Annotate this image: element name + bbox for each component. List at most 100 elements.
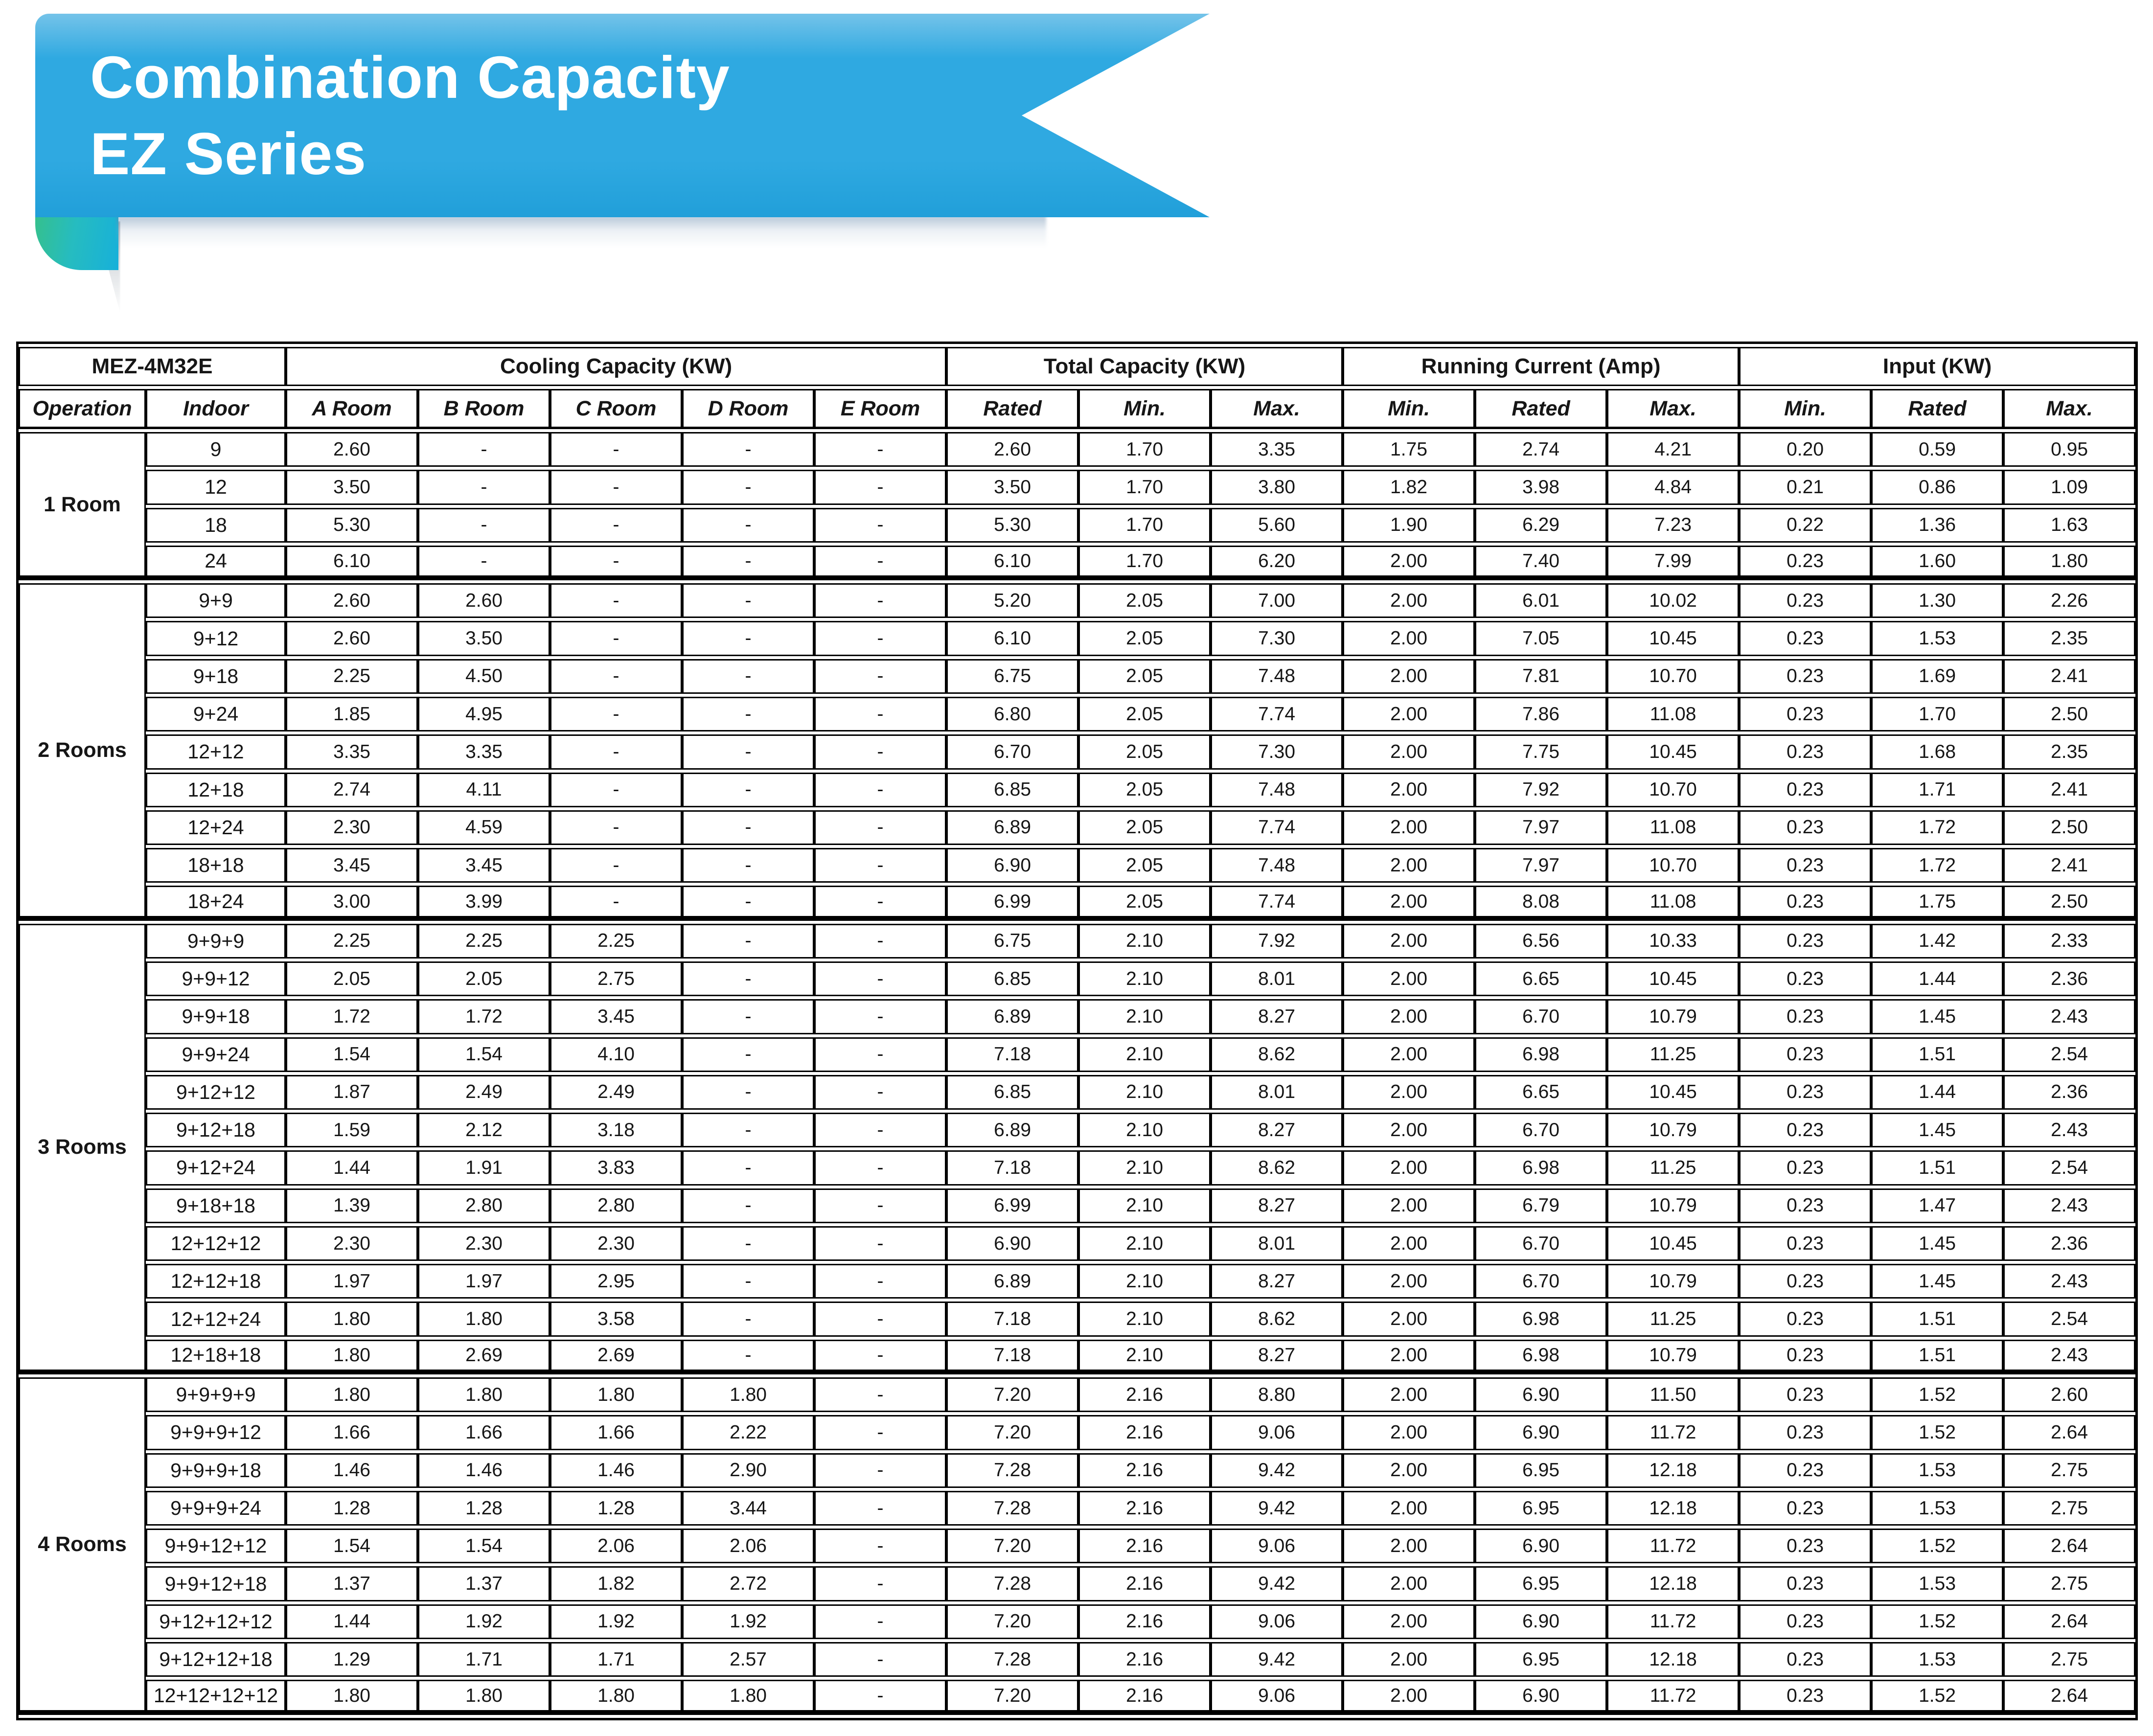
- value-cell: 1.53: [1871, 1642, 2004, 1677]
- value-cell: 8.01: [1211, 1074, 1343, 1110]
- indoor-cell: 12+24: [146, 810, 286, 845]
- value-cell: 10.79: [1607, 999, 1740, 1034]
- value-cell: 1.47: [1871, 1188, 2004, 1223]
- value-cell: 7.74: [1211, 696, 1343, 732]
- value-cell: 2.10: [1078, 1339, 1211, 1375]
- value-cell: 2.00: [1343, 659, 1475, 694]
- value-cell: 7.00: [1211, 583, 1343, 618]
- value-cell: 2.74: [1475, 432, 1607, 467]
- value-cell: 1.80: [286, 1680, 418, 1715]
- value-cell: 1.80: [550, 1377, 683, 1413]
- value-cell: 2.64: [2003, 1529, 2136, 1564]
- value-cell: 2.00: [1343, 1566, 1475, 1601]
- value-cell: -: [418, 507, 550, 543]
- value-cell: 1.45: [1871, 1226, 2004, 1261]
- value-cell: 8.01: [1211, 1226, 1343, 1261]
- value-cell: 3.35: [418, 734, 550, 770]
- table-row: 24 6.10- - - -6.10 1.70 6.20 2.00 7.40 7.99 0.23 1.…: [19, 545, 2136, 581]
- value-cell: 1.71: [550, 1642, 683, 1677]
- value-cell: 2.00: [1343, 1529, 1475, 1564]
- table-row: 9+9+9+18 1.46 1.46 1.46 2.90-7.28 2.16 9.42 2.0…: [19, 1453, 2136, 1488]
- indoor-cell: 9+12+12: [146, 1074, 286, 1110]
- value-cell: 1.54: [418, 1529, 550, 1564]
- value-cell: 9.06: [1211, 1604, 1343, 1639]
- value-cell: 6.90: [1475, 1680, 1607, 1715]
- value-cell: 1.80: [286, 1302, 418, 1337]
- value-cell: 2.06: [682, 1529, 815, 1564]
- value-cell: 3.45: [286, 848, 418, 883]
- indoor-cell: 9+9+12+18: [146, 1566, 286, 1601]
- value-cell: 1.52: [1871, 1377, 2004, 1413]
- value-cell: 6.70: [1475, 1113, 1607, 1148]
- value-cell: 7.97: [1475, 810, 1607, 845]
- value-cell: 5.20: [946, 583, 1079, 618]
- value-cell: 0.23: [1739, 1642, 1872, 1677]
- value-cell: 8.27: [1211, 1339, 1343, 1375]
- table-row: 9+9+12 2.05 2.05 2.75- -6.85 2.10 8.01 2.00 6.65…: [19, 961, 2136, 997]
- table-row: 9+9+24 1.54 1.54 4.10- -7.18 2.10 8.62 2.00 6.98…: [19, 1037, 2136, 1072]
- value-cell: 0.23: [1739, 999, 1872, 1034]
- operation-cell: 1 Room: [19, 432, 146, 581]
- value-cell: 2.10: [1078, 923, 1211, 959]
- value-cell: 2.30: [550, 1226, 683, 1261]
- table-row: 9+12+24 1.44 1.91 3.83- -7.18 2.10 8.62 2.00 6.9…: [19, 1150, 2136, 1186]
- value-cell: 2.00: [1343, 1453, 1475, 1488]
- value-cell: 8.27: [1211, 1113, 1343, 1148]
- value-cell: -: [814, 659, 947, 694]
- value-cell: 2.00: [1343, 1490, 1475, 1526]
- column-header-row: Operation Indoor A Room B Room C Room D Room E…: [19, 389, 2136, 429]
- value-cell: 2.10: [1078, 1188, 1211, 1223]
- value-cell: 1.85: [286, 696, 418, 732]
- value-cell: 2.50: [2003, 696, 2136, 732]
- value-cell: -: [418, 432, 550, 467]
- table-row: 9+18+18 1.39 2.80 2.80- -6.99 2.10 8.27 2.00 6.7…: [19, 1188, 2136, 1223]
- value-cell: 7.20: [946, 1377, 1079, 1413]
- indoor-cell: 9+9+9+24: [146, 1490, 286, 1526]
- value-cell: 2.10: [1078, 961, 1211, 997]
- table-row: 12 3.50- - - -3.50 1.70 3.80 1.82 3.98 4.84 0.21 0.…: [19, 470, 2136, 505]
- value-cell: 2.16: [1078, 1490, 1211, 1526]
- value-cell: -: [814, 583, 947, 618]
- value-cell: 2.16: [1078, 1529, 1211, 1564]
- column-header: C Room: [550, 389, 683, 429]
- page-title-line2: EZ Series: [90, 120, 367, 187]
- value-cell: -: [814, 1264, 947, 1299]
- value-cell: 2.50: [2003, 810, 2136, 845]
- value-cell: -: [550, 545, 683, 581]
- value-cell: 2.00: [1343, 999, 1475, 1034]
- value-cell: -: [682, 961, 815, 997]
- column-header: B Room: [418, 389, 550, 429]
- value-cell: 7.20: [946, 1604, 1079, 1639]
- value-cell: 2.00: [1343, 734, 1475, 770]
- value-cell: 2.50: [2003, 886, 2136, 921]
- value-cell: 2.05: [1078, 810, 1211, 845]
- value-cell: 6.01: [1475, 583, 1607, 618]
- value-cell: 1.59: [286, 1113, 418, 1148]
- value-cell: 2.00: [1343, 545, 1475, 581]
- value-cell: 8.62: [1211, 1037, 1343, 1072]
- value-cell: -: [814, 1188, 947, 1223]
- value-cell: 10.79: [1607, 1339, 1740, 1375]
- value-cell: 1.70: [1078, 545, 1211, 581]
- column-header: Max.: [2003, 389, 2136, 429]
- value-cell: 7.48: [1211, 772, 1343, 807]
- value-cell: 0.22: [1739, 507, 1872, 543]
- indoor-cell: 9+18+18: [146, 1188, 286, 1223]
- value-cell: 2.00: [1343, 961, 1475, 997]
- value-cell: 1.37: [418, 1566, 550, 1601]
- value-cell: -: [814, 1642, 947, 1677]
- value-cell: 2.25: [286, 659, 418, 694]
- value-cell: -: [418, 545, 550, 581]
- value-cell: 1.51: [1871, 1302, 2004, 1337]
- value-cell: 2.00: [1343, 1339, 1475, 1375]
- value-cell: 1.80: [286, 1377, 418, 1413]
- value-cell: 2.22: [682, 1415, 815, 1450]
- value-cell: 2.10: [1078, 1113, 1211, 1148]
- value-cell: 0.23: [1739, 1264, 1872, 1299]
- table-row: 9+12 2.60 3.50- - -6.10 2.05 7.30 2.00 7.05 10.45…: [19, 621, 2136, 656]
- value-cell: 3.35: [1211, 432, 1343, 467]
- value-cell: 1.51: [1871, 1339, 2004, 1375]
- value-cell: 7.18: [946, 1037, 1079, 1072]
- value-cell: 1.72: [418, 999, 550, 1034]
- value-cell: -: [682, 886, 815, 921]
